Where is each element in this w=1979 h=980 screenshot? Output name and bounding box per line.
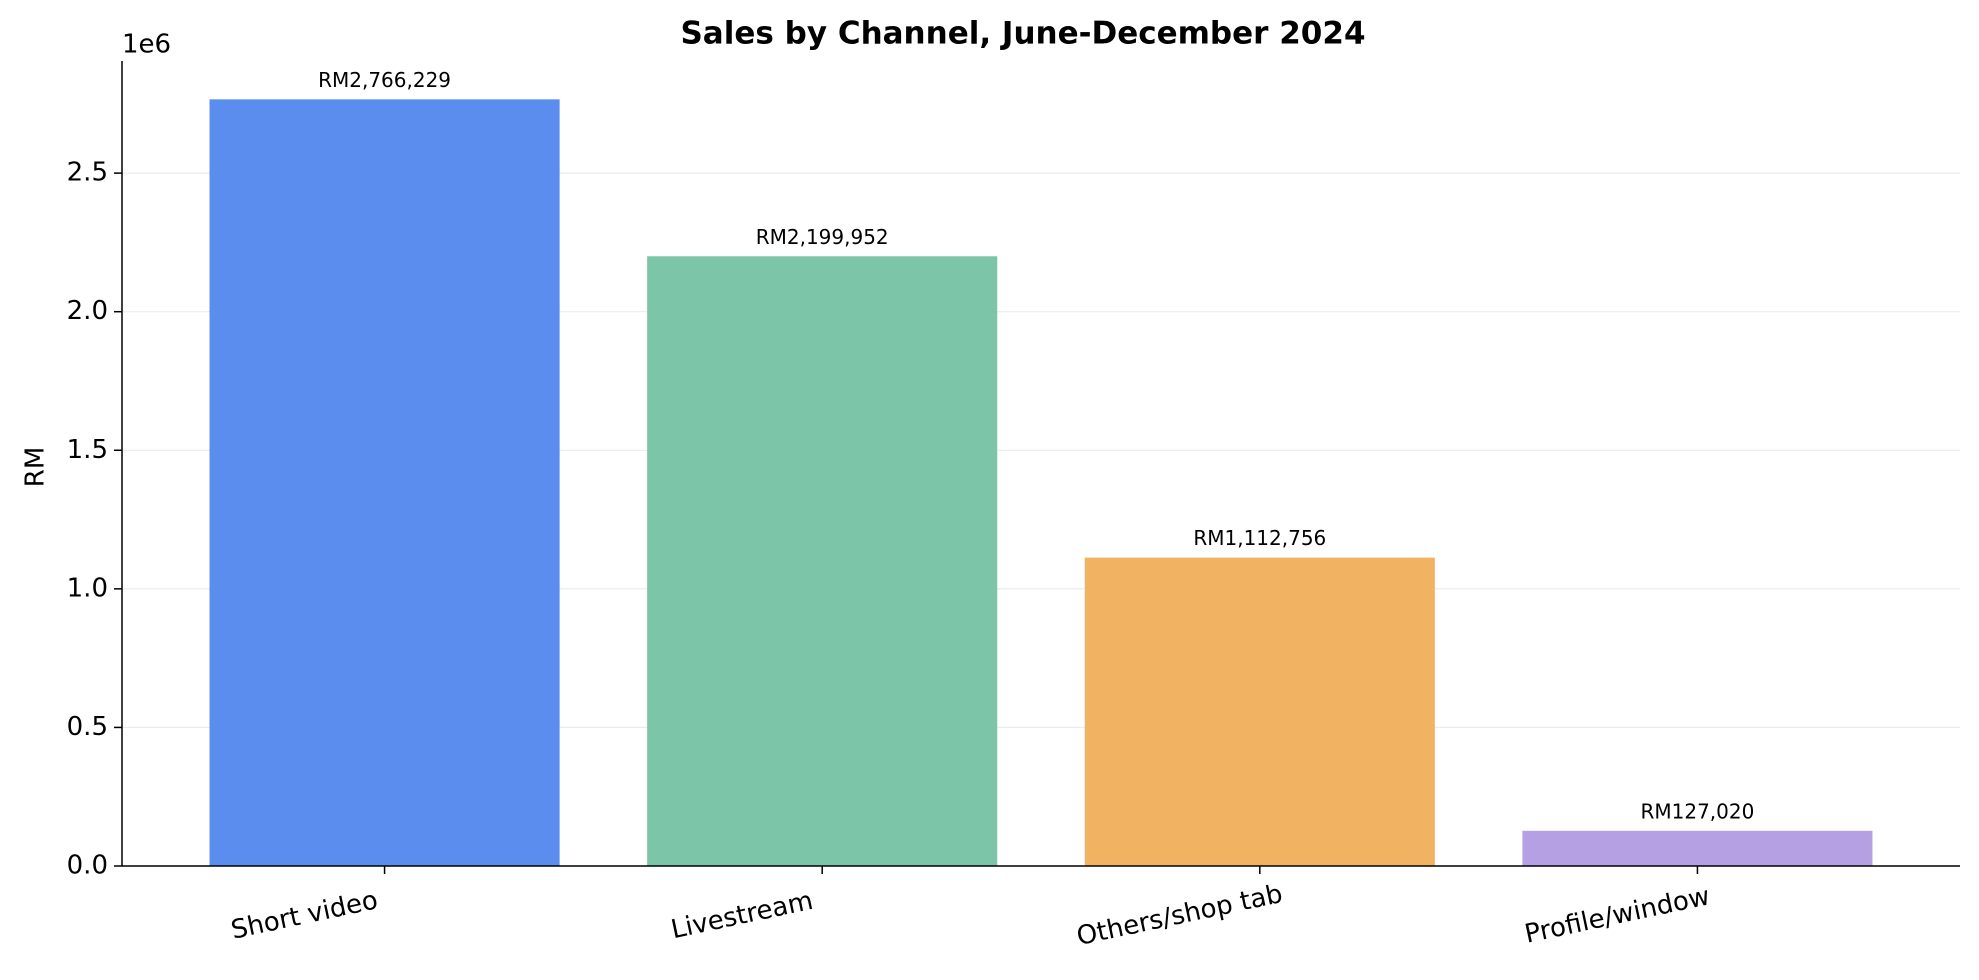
y-tick-label: 2.5 — [67, 158, 108, 188]
x-tick-label: Others/shop tab — [1074, 879, 1285, 952]
y-tick-label: 1.5 — [67, 435, 108, 465]
data-label: RM2,766,229 — [318, 68, 451, 92]
bar — [1084, 557, 1435, 866]
data-label: RM1,112,756 — [1193, 526, 1326, 550]
data-label: RM2,199,952 — [756, 225, 889, 249]
y-tick-label: 2.0 — [67, 296, 108, 326]
chart-title: Sales by Channel, June-December 2024 — [680, 16, 1365, 52]
x-tick-label: Profile/window — [1522, 881, 1712, 949]
bar — [209, 99, 560, 867]
bar — [1522, 830, 1873, 866]
y-axis-label: RM — [21, 447, 51, 488]
y-tick-label: 0.0 — [67, 851, 108, 881]
y-offset-label: 1e6 — [122, 30, 171, 60]
y-tick-label: 0.5 — [67, 712, 108, 742]
bar — [647, 256, 998, 866]
y-tick-label: 1.0 — [67, 573, 108, 603]
x-tick-label: Livestream — [668, 886, 815, 945]
x-tick-label: Short video — [228, 885, 380, 945]
data-label: RM127,020 — [1640, 799, 1754, 823]
